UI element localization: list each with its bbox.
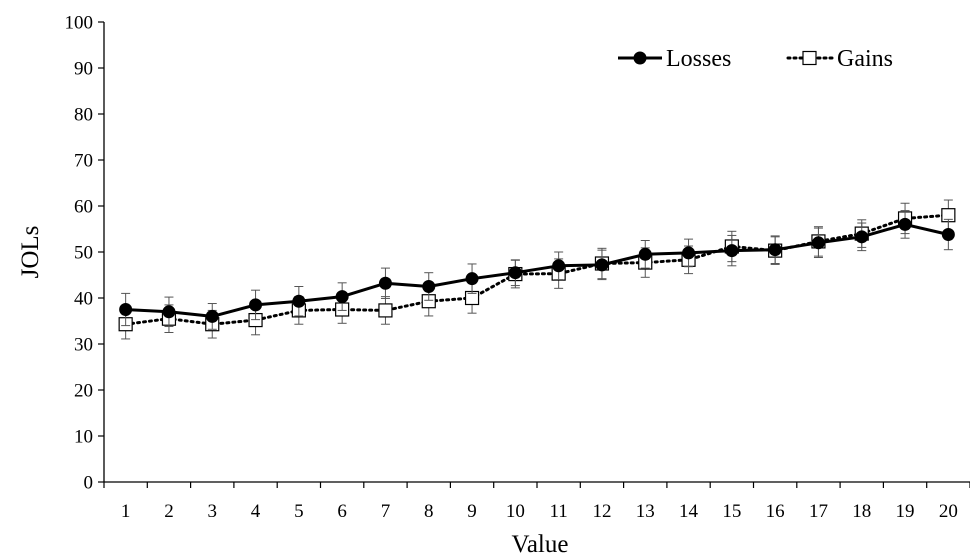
axes — [103, 22, 970, 483]
y-tick-label: 60 — [74, 197, 93, 218]
y-axis-title: JOLs — [17, 226, 44, 279]
point-losses — [552, 259, 566, 273]
point-losses — [811, 236, 825, 250]
legend-item-losses: Losses — [618, 46, 731, 72]
legend-losses-marker — [633, 51, 647, 65]
x-tick-label: 2 — [164, 501, 174, 522]
legend: Losses Gains — [618, 46, 893, 72]
x-tick-label: 11 — [550, 501, 568, 522]
x-tick-label: 10 — [506, 501, 525, 522]
x-tick-label: 9 — [467, 501, 477, 522]
point-losses — [249, 298, 263, 312]
legend-item-gains: Gains — [786, 46, 893, 72]
x-tick-label: 5 — [294, 501, 304, 522]
y-tick-label: 80 — [74, 105, 93, 126]
x-axis-ticks: 1 2 3 4 5 6 7 8 9 10 11 12 13 14 15 16 17 18 19 20 — [103, 482, 970, 522]
y-tick-label: 50 — [74, 243, 93, 264]
y-tick-label: 10 — [74, 427, 93, 448]
x-tick-label: 13 — [636, 501, 655, 522]
point-losses — [855, 230, 869, 244]
x-tick-label: 17 — [809, 501, 828, 522]
series-losses — [119, 210, 955, 330]
x-tick-label: 19 — [896, 501, 915, 522]
point-losses — [638, 247, 652, 261]
point-losses — [162, 305, 176, 319]
point-losses — [595, 258, 609, 272]
y-tick-label: 20 — [74, 381, 93, 402]
legend-gains-marker — [802, 50, 817, 66]
point-losses — [465, 272, 479, 286]
x-tick-label: 20 — [939, 501, 958, 522]
x-tick-label: 15 — [722, 501, 741, 522]
y-tick-label: 40 — [74, 289, 93, 310]
x-tick-label: 18 — [852, 501, 871, 522]
line-losses — [125, 222, 949, 318]
x-tick-label: 7 — [381, 501, 391, 522]
x-tick-label: 14 — [679, 501, 699, 522]
x-tick-label: 4 — [251, 501, 261, 522]
x-tick-label: 3 — [208, 501, 218, 522]
point-losses — [682, 246, 696, 260]
point-losses — [508, 266, 522, 280]
point-losses — [422, 280, 436, 293]
point-gains — [378, 303, 393, 318]
y-axis-ticks: 0 10 20 30 40 50 60 70 80 90 100 — [65, 13, 104, 494]
point-losses — [119, 303, 133, 316]
point-losses — [768, 243, 782, 257]
x-axis-title: Value — [512, 531, 569, 557]
point-losses — [335, 290, 349, 304]
y-tick-label: 0 — [84, 473, 94, 494]
point-losses — [941, 228, 955, 242]
point-losses — [292, 294, 306, 308]
legend-gains-label: Gains — [837, 46, 893, 72]
x-tick-label: 12 — [592, 501, 611, 522]
x-tick-label: 1 — [121, 501, 131, 522]
legend-losses-label: Losses — [666, 46, 731, 72]
point-losses — [205, 309, 219, 323]
point-losses — [378, 276, 392, 290]
y-tick-label: 90 — [74, 59, 93, 80]
x-tick-label: 8 — [424, 501, 434, 522]
point-losses — [898, 217, 912, 231]
y-tick-label: 70 — [74, 151, 93, 172]
point-losses — [725, 244, 739, 258]
y-tick-label: 30 — [74, 335, 93, 356]
series-layer — [118, 199, 956, 340]
x-tick-label: 16 — [766, 501, 785, 522]
x-tick-label: 6 — [337, 501, 347, 522]
y-tick-label: 100 — [65, 13, 94, 34]
